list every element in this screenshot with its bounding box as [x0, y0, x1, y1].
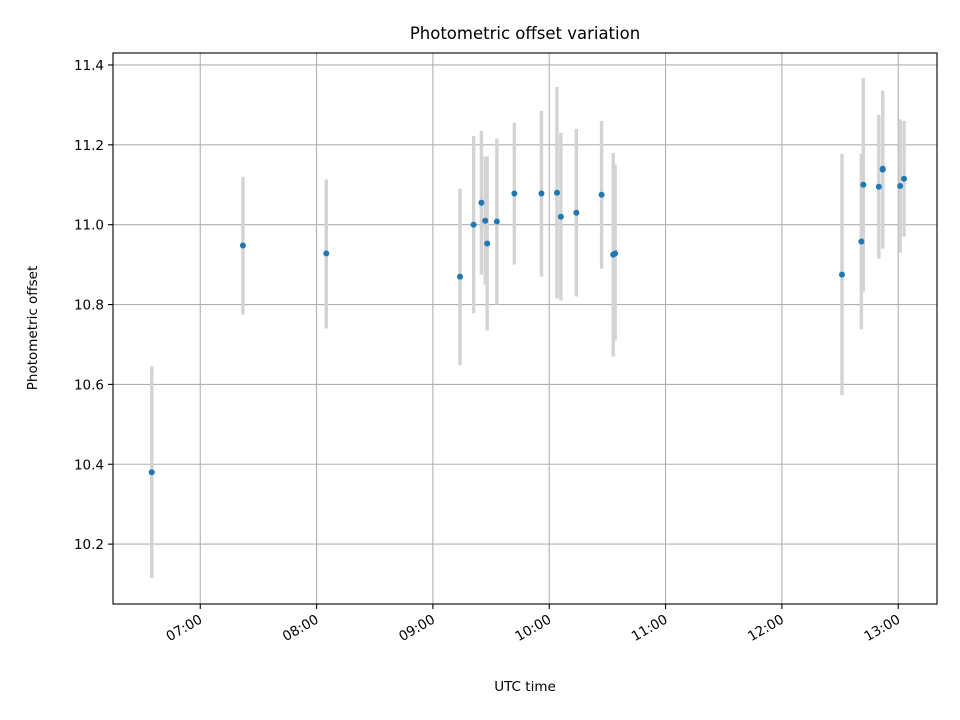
plot-frame [112, 52, 938, 605]
data-point [484, 240, 491, 247]
data-point [457, 273, 464, 280]
data-point [897, 182, 904, 189]
y-tick-label: 11.2 [74, 138, 104, 154]
data-point [493, 218, 500, 225]
data-point [323, 250, 330, 257]
data-point [239, 242, 246, 249]
data-point [553, 189, 560, 196]
grid-lines [113, 53, 937, 604]
data-point [858, 238, 865, 245]
data-point [598, 191, 605, 198]
y-tick-label: 11.0 [74, 218, 104, 234]
y-tick-label: 10.4 [74, 457, 104, 473]
data-point [511, 190, 518, 197]
data-point [879, 165, 886, 172]
data-point [538, 190, 545, 197]
data-point [573, 209, 580, 216]
y-tick-label: 11.4 [74, 58, 104, 74]
y-axis-label: Photometric offset [25, 266, 41, 390]
data-point [838, 271, 845, 278]
data-point [470, 221, 477, 228]
data-point [478, 199, 485, 206]
data-point [148, 469, 155, 476]
data-point [482, 217, 489, 224]
data-point [901, 175, 908, 182]
data-points [148, 165, 908, 476]
y-tick-label: 10.2 [74, 537, 104, 553]
chart-title: Photometric offset variation [410, 24, 640, 43]
y-tick-label: 10.8 [74, 298, 104, 314]
data-point [612, 250, 619, 257]
data-point [860, 181, 867, 188]
x-axis-label: UTC time [494, 679, 556, 695]
data-point [875, 183, 882, 190]
data-point [557, 213, 564, 220]
y-tick-label: 10.6 [74, 377, 104, 393]
